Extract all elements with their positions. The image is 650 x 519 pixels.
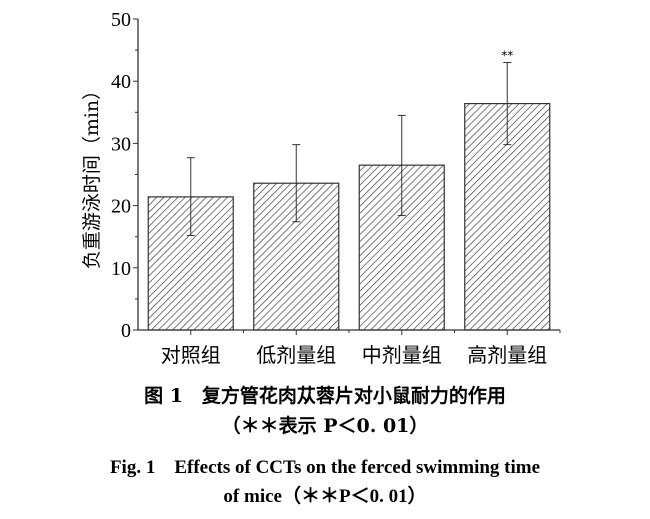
caption-en-title-line2: of mice（＊＊P＜0. 01）	[223, 486, 427, 507]
x-tick-label-3: 高剂量组	[467, 343, 547, 367]
x-tick-label-0: 对照组	[161, 343, 221, 367]
y-tick-label-3: 30	[111, 133, 131, 155]
caption-en-title-line1: Fig. 1 Effects of CCTs on the ferced swi…	[109, 457, 541, 478]
caption-cn-note: （＊＊表示 P＜0. 01）	[221, 415, 429, 437]
y-tick-label-4: 40	[111, 71, 131, 93]
caption-cn-title: 图 1 复方管花肉苁蓉片对小鼠耐力的作用	[144, 385, 506, 407]
y-tick-label-1: 10	[111, 258, 131, 280]
y-axis-label: 负重游泳时间（min）	[81, 81, 103, 269]
bar-chart: 对照组 低剂量组 中剂量组 ** 高剂量组 0 10 20 30 40 50 负重游泳时间（min）	[81, 9, 561, 367]
y-tick-label-5: 50	[111, 9, 131, 31]
x-tick-label-1: 低剂量组	[256, 343, 336, 367]
y-tick-label-2: 20	[111, 196, 131, 218]
significance-label-3: **	[501, 49, 513, 63]
y-tick-label-0: 0	[121, 320, 131, 342]
x-tick-label-2: 中剂量组	[362, 343, 442, 367]
